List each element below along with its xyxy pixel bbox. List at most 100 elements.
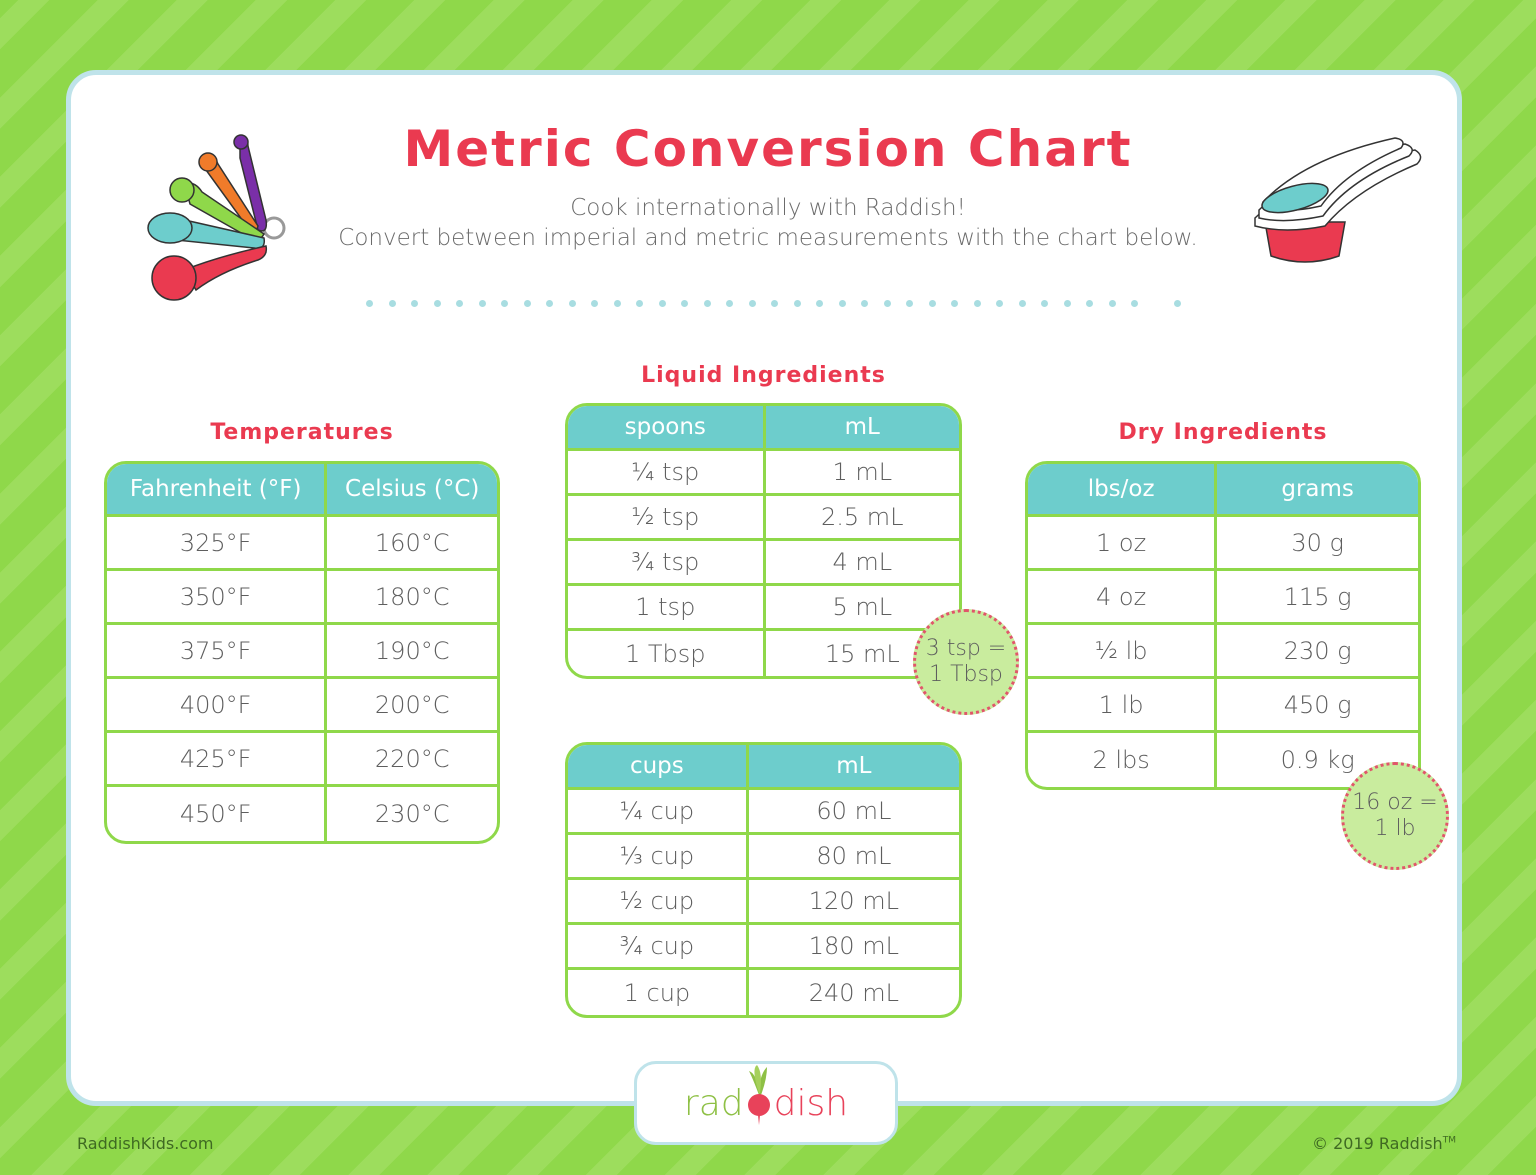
measuring-spoons-icon xyxy=(147,134,286,301)
table-cell: 400°F xyxy=(107,679,328,733)
table-row: ¾ tsp 4 mL xyxy=(568,541,959,586)
temperatures-table: Fahrenheit (°F) Celsius (°C) 325°F 160°C… xyxy=(104,461,500,844)
table-cell: 120 mL xyxy=(748,880,959,925)
table-cell: 425°F xyxy=(107,733,328,787)
column-header: Fahrenheit (°F) xyxy=(107,464,328,517)
table-row: 400°F 200°C xyxy=(107,679,497,733)
table-cell: 4 mL xyxy=(765,541,959,586)
liquid-ingredients-label: Liquid Ingredients xyxy=(641,363,886,388)
column-header: Celsius (°C) xyxy=(327,464,497,517)
table-header-row: cups mL xyxy=(568,745,959,790)
table-row: 2 lbs 0.9 kg xyxy=(1028,733,1418,787)
table-cell: 220°C xyxy=(327,733,497,787)
table-cell: ¾ cup xyxy=(568,925,749,970)
table-cell: ¼ cup xyxy=(568,790,749,835)
table-cell: 190°C xyxy=(327,625,497,679)
copyright-text: © 2019 Raddish xyxy=(1312,1134,1443,1153)
table-cell: 350°F xyxy=(107,571,328,625)
note-oz-to-lb: 16 oz = 1 lb xyxy=(1341,762,1449,870)
table-cell: 2.5 mL xyxy=(765,496,959,541)
table-cell: 4 oz xyxy=(1028,571,1218,625)
table-cell: 0.9 kg xyxy=(1280,746,1355,774)
raddish-logo: rad dish xyxy=(634,1061,898,1145)
table-cell: 1 tsp xyxy=(568,586,766,631)
note-text-line-2: 1 lb xyxy=(1374,816,1416,841)
trademark-symbol: TM xyxy=(1442,1135,1456,1146)
table-row: 450°F 230°C xyxy=(107,787,497,841)
table-row: 1 cup 240 mL xyxy=(568,970,959,1015)
table-row: ¼ tsp 1 mL xyxy=(568,451,959,496)
copyright-notice: © 2019 RaddishTM xyxy=(1312,1134,1456,1153)
table-cell: 230°C xyxy=(374,800,450,828)
dotted-divider xyxy=(366,300,1196,307)
table-cell: 15 mL xyxy=(824,639,900,668)
table-cell: 180°C xyxy=(327,571,497,625)
table-header-row: Fahrenheit (°F) Celsius (°C) xyxy=(107,464,497,517)
table-cell: 180 mL xyxy=(748,925,959,970)
table-cell: 60 mL xyxy=(748,790,959,835)
measuring-cups-icon xyxy=(1254,137,1422,263)
table-cell: ⅓ cup xyxy=(568,835,749,880)
table-row: ¾ cup 180 mL xyxy=(568,925,959,970)
note-text-line-1: 16 oz = xyxy=(1352,790,1438,815)
radish-icon xyxy=(747,1065,770,1125)
spoons-table: spoons mL ¼ tsp 1 mL ½ tsp 2.5 mL ¾ tsp … xyxy=(565,403,962,679)
table-row: 1 Tbsp 15 mL xyxy=(568,631,959,676)
table-cell: 200°C xyxy=(327,679,497,733)
table-cell: ½ cup xyxy=(568,880,749,925)
table-cell: 160°C xyxy=(327,517,497,571)
logo-text-dish: dish xyxy=(773,1082,849,1124)
column-header: mL xyxy=(748,745,959,790)
temperatures-label: Temperatures xyxy=(210,420,394,445)
column-header: grams xyxy=(1217,464,1418,517)
table-cell: 1 oz xyxy=(1028,517,1218,571)
table-cell: 1 cup xyxy=(568,970,749,1015)
table-cell: ¼ tsp xyxy=(568,451,766,496)
table-cell: 1 lb xyxy=(1028,679,1218,733)
subtitle-line-2: Convert between imperial and metric meas… xyxy=(338,225,1198,251)
table-row: ⅓ cup 80 mL xyxy=(568,835,959,880)
table-row: 350°F 180°C xyxy=(107,571,497,625)
table-row: ½ lb 230 g xyxy=(1028,625,1418,679)
note-tsp-to-tbsp: 3 tsp = 1 Tbsp xyxy=(913,609,1019,715)
subtitle-line-1: Cook internationally with Raddish! xyxy=(570,195,966,221)
table-cell: 450°F xyxy=(107,787,328,841)
table-cell: ½ tsp xyxy=(568,496,766,541)
table-cell: 1 Tbsp xyxy=(568,631,766,676)
table-cell: 325°F xyxy=(107,517,328,571)
note-text-line-2: 1 Tbsp xyxy=(929,662,1003,687)
column-header: lbs/oz xyxy=(1028,464,1218,517)
logo-text-rad: rad xyxy=(683,1082,744,1124)
table-cell: 5 mL xyxy=(765,586,959,631)
table-cell: 2 lbs xyxy=(1028,733,1218,787)
page-title: Metric Conversion Chart xyxy=(403,120,1133,178)
table-row: 1 lb 450 g xyxy=(1028,679,1418,733)
table-row: ¼ cup 60 mL xyxy=(568,790,959,835)
table-row: 375°F 190°C xyxy=(107,625,497,679)
table-cell: 375°F xyxy=(107,625,328,679)
dry-ingredients-table: lbs/oz grams 1 oz 30 g 4 oz 115 g ½ lb 2… xyxy=(1025,461,1421,790)
table-row: 1 oz 30 g xyxy=(1028,517,1418,571)
table-row: 325°F 160°C xyxy=(107,517,497,571)
table-cell: ¾ tsp xyxy=(568,541,766,586)
table-cell: 450 g xyxy=(1217,679,1418,733)
table-cell: 80 mL xyxy=(748,835,959,880)
column-header: mL xyxy=(765,406,959,451)
note-text-line-1: 3 tsp = xyxy=(925,636,1007,661)
table-header-row: lbs/oz grams xyxy=(1028,464,1418,517)
table-header-row: spoons mL xyxy=(568,406,959,451)
table-cell: 1 mL xyxy=(765,451,959,496)
column-header: cups xyxy=(568,745,749,790)
cups-table: cups mL ¼ cup 60 mL ⅓ cup 80 mL ½ cup 12… xyxy=(565,742,962,1018)
column-header: spoons xyxy=(568,406,766,451)
table-cell: 230 g xyxy=(1217,625,1418,679)
website-link[interactable]: RaddishKids.com xyxy=(77,1134,214,1153)
table-cell: 115 g xyxy=(1217,571,1418,625)
table-row: 1 tsp 5 mL xyxy=(568,586,959,631)
dry-ingredients-label: Dry Ingredients xyxy=(1118,420,1328,445)
table-cell: 240 mL xyxy=(808,978,899,1007)
table-row: ½ tsp 2.5 mL xyxy=(568,496,959,541)
table-cell: 30 g xyxy=(1217,517,1418,571)
table-row: ½ cup 120 mL xyxy=(568,880,959,925)
table-cell: ½ lb xyxy=(1028,625,1218,679)
